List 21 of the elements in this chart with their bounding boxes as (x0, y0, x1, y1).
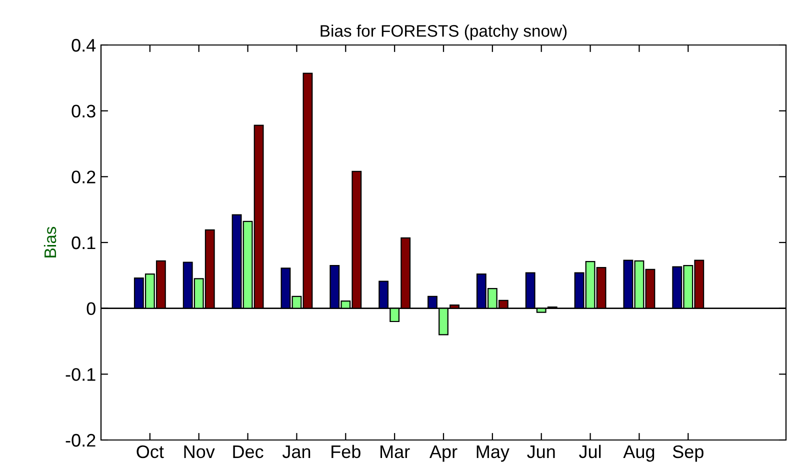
x-tick-label: Mar (380, 446, 410, 458)
y-tick-label: 0.1 (72, 236, 96, 250)
x-tick-label: Dec (233, 446, 264, 458)
chart-title: Bias for FORESTS (patchy snow) (320, 24, 567, 40)
y-tick-label: 0 (86, 302, 96, 316)
y-tick-label: -0.2 (66, 434, 96, 447)
x-tick-label: Apr (429, 446, 458, 462)
x-tick-label: Aug (623, 446, 654, 462)
x-tick-label: Sep (672, 445, 704, 462)
x-tick-label: Nov (184, 446, 215, 458)
x-tick-label: Jun (527, 446, 555, 458)
x-tick-label: Oct (136, 445, 164, 458)
y-tick-label: -0.1 (66, 368, 96, 381)
x-tick-label: Jul (579, 444, 601, 458)
y-tick-label: 0.4 (72, 38, 96, 52)
y-tick-label: 0.2 (72, 170, 96, 184)
y-tick-label: 0.3 (72, 104, 96, 118)
x-tick-label: May (476, 446, 510, 462)
x-tick-label: Jan (282, 446, 310, 458)
y-axis-title: Bias (44, 226, 56, 258)
x-tick-label: Feb (332, 444, 360, 458)
